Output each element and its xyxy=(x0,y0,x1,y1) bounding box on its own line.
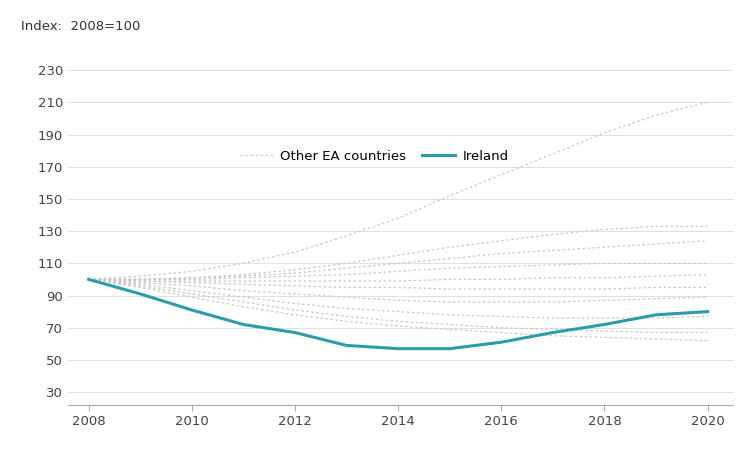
Text: Index:  2008=100: Index: 2008=100 xyxy=(21,20,141,33)
Legend: Other EA countries, Ireland: Other EA countries, Ireland xyxy=(234,145,515,168)
